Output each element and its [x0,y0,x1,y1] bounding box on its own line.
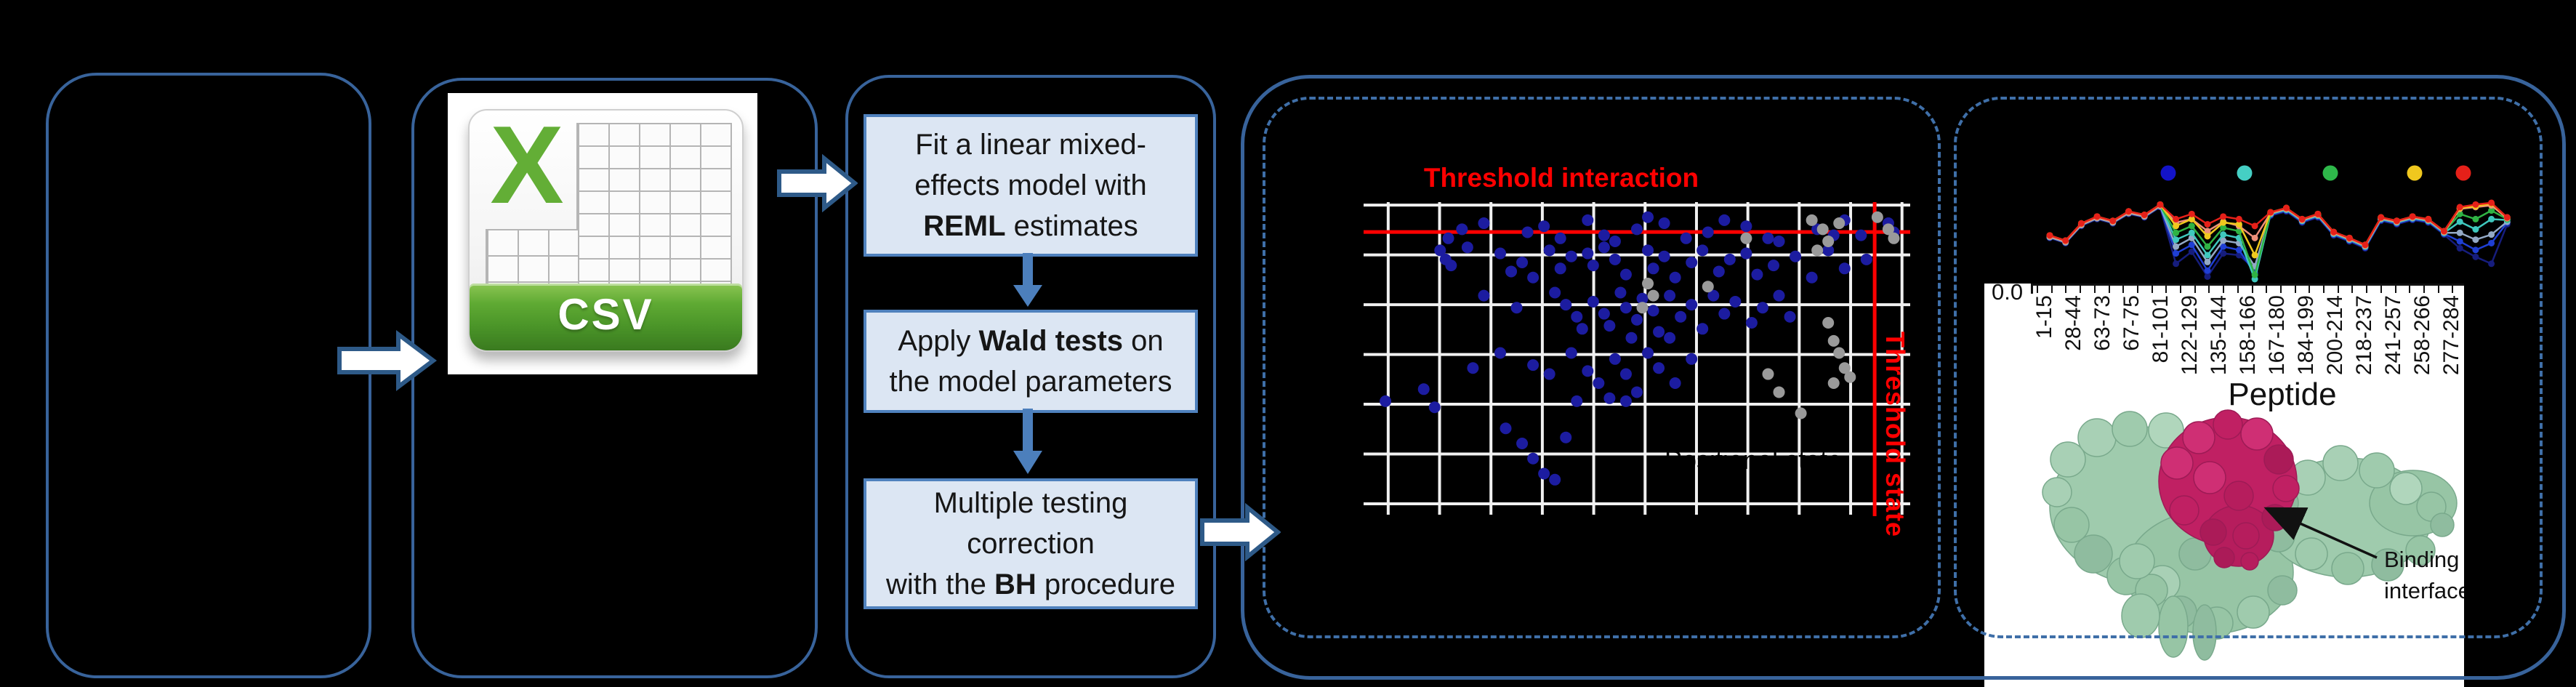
legend-dot-icon [2322,165,2338,181]
peptide-tick-mark [2165,286,2168,293]
peptide-tick-mark [2266,286,2268,293]
peptide-tick-mark [2337,286,2339,293]
legend-dot-icon [2160,165,2176,181]
peptide-tick-mark [2080,286,2082,293]
peptide-tick-mark [2065,286,2067,293]
flow-box-line: the model parameters [889,366,1172,398]
peptide-tick-mark [2437,286,2439,293]
flow-box-line: Fit a linear mixed- [915,129,1146,161]
peptide-tick-mark [2323,286,2325,293]
down-arrow-1-icon [1013,253,1042,307]
legend-dot-icon [2237,165,2253,181]
peptide-tick-mark [2122,286,2125,293]
peptide-tick-mark [2452,286,2454,293]
binding-label-line1: Binding [2384,547,2460,572]
peptide-axis-title: Peptide [2228,377,2337,412]
flow-box-wald: Apply Wald tests on the model parameters [864,310,1198,413]
peptide-tick-mark [2151,286,2153,293]
panel-results-container [1241,75,2566,680]
peptide-tick-mark [2294,286,2296,293]
peptide-tick-mark [2037,286,2038,293]
scatter-title: Threshold interaction [1423,163,1699,193]
spreadsheet-grid-small-icon [486,229,579,285]
peptide-tick-mark [2251,286,2253,293]
protein-crimson-peptide [2158,409,2300,571]
down-arrow-2-icon [1013,409,1042,474]
peptide-axis-line [2031,284,2464,286]
panel-scatter-results [1263,97,1941,638]
flow-box-reml: Fit a linear mixed-effects model with REM… [864,114,1198,257]
flow-box-line: Apply Wald tests on [898,325,1164,357]
flow-box-line: correction [967,528,1095,560]
block-arrow-2-icon [777,154,858,212]
peptide-tick-mark [2223,286,2225,293]
block-arrow-1-icon [337,330,437,391]
flow-box-line: Multiple testing [933,487,1128,519]
peptide-tick-mark [2093,286,2096,293]
occluded-axis-label: Positional state [1665,445,1843,475]
csv-file-icon: X CSV [468,103,744,352]
flow-box-bh: Multiple testing correction with the BH pr… [864,478,1198,609]
excel-x-icon: X [490,103,564,227]
peptide-tick-mark [2208,286,2210,293]
structure-image-backdrop: 0.0 1-15 28-44 63-73 67-75 81-101 122-129 135-… [1984,284,2464,687]
csv-label: CSV [558,290,654,339]
spreadsheet-grid-icon [576,123,732,285]
peptide-tick-mark [2309,286,2311,293]
flow-box-line: effects model with [914,169,1147,201]
peptide-tick-mark [2423,286,2425,293]
uptake-y-tick-label: 0.0 [1992,284,2024,305]
protein-structure-image [2042,409,2458,661]
peptide-tick-mark [2237,286,2239,293]
protein-green-right-lobe [2262,445,2458,585]
csv-image-backdrop: X CSV [448,93,757,374]
panel-raw-data [46,73,371,678]
peptide-tick-mark [2409,286,2411,293]
peptide-tick-mark [2366,286,2368,293]
peptide-tick-mark [2351,286,2354,293]
peptide-tick-mark [2380,286,2382,293]
panel-statistical-pipeline [845,75,1216,678]
block-arrow-3-icon [1200,503,1281,561]
panel-csv-input [411,78,818,678]
legend-dot-icon [2455,165,2471,181]
threshold-state-label: Threshold state [1880,332,1910,538]
uptake-y-axis-stub [2031,284,2033,294]
uptake-line-chart [2042,161,2522,286]
peptide-tick-mark [2394,286,2396,293]
peptide-tick-mark [2279,286,2282,293]
flow-box-line: with the BH procedure [886,569,1175,600]
binding-interface-arrow-icon [2263,507,2378,559]
binding-label-line2: interface [2384,578,2464,603]
peptide-tick-mark [2180,286,2181,293]
legend-dot-icon [2407,165,2423,181]
peptide-tick-mark [2136,286,2138,293]
peptide-tick-mark [2108,286,2110,293]
scatter-plot [1364,202,1910,520]
panel-structure-results [1954,97,2543,638]
csv-banner: CSV [470,284,742,350]
peptide-tick-mark [2050,286,2053,293]
flow-box-line: REML estimates [923,210,1138,242]
peptide-tick-mark [2194,286,2196,293]
binding-interface-label: Binding interface [2384,544,2464,606]
